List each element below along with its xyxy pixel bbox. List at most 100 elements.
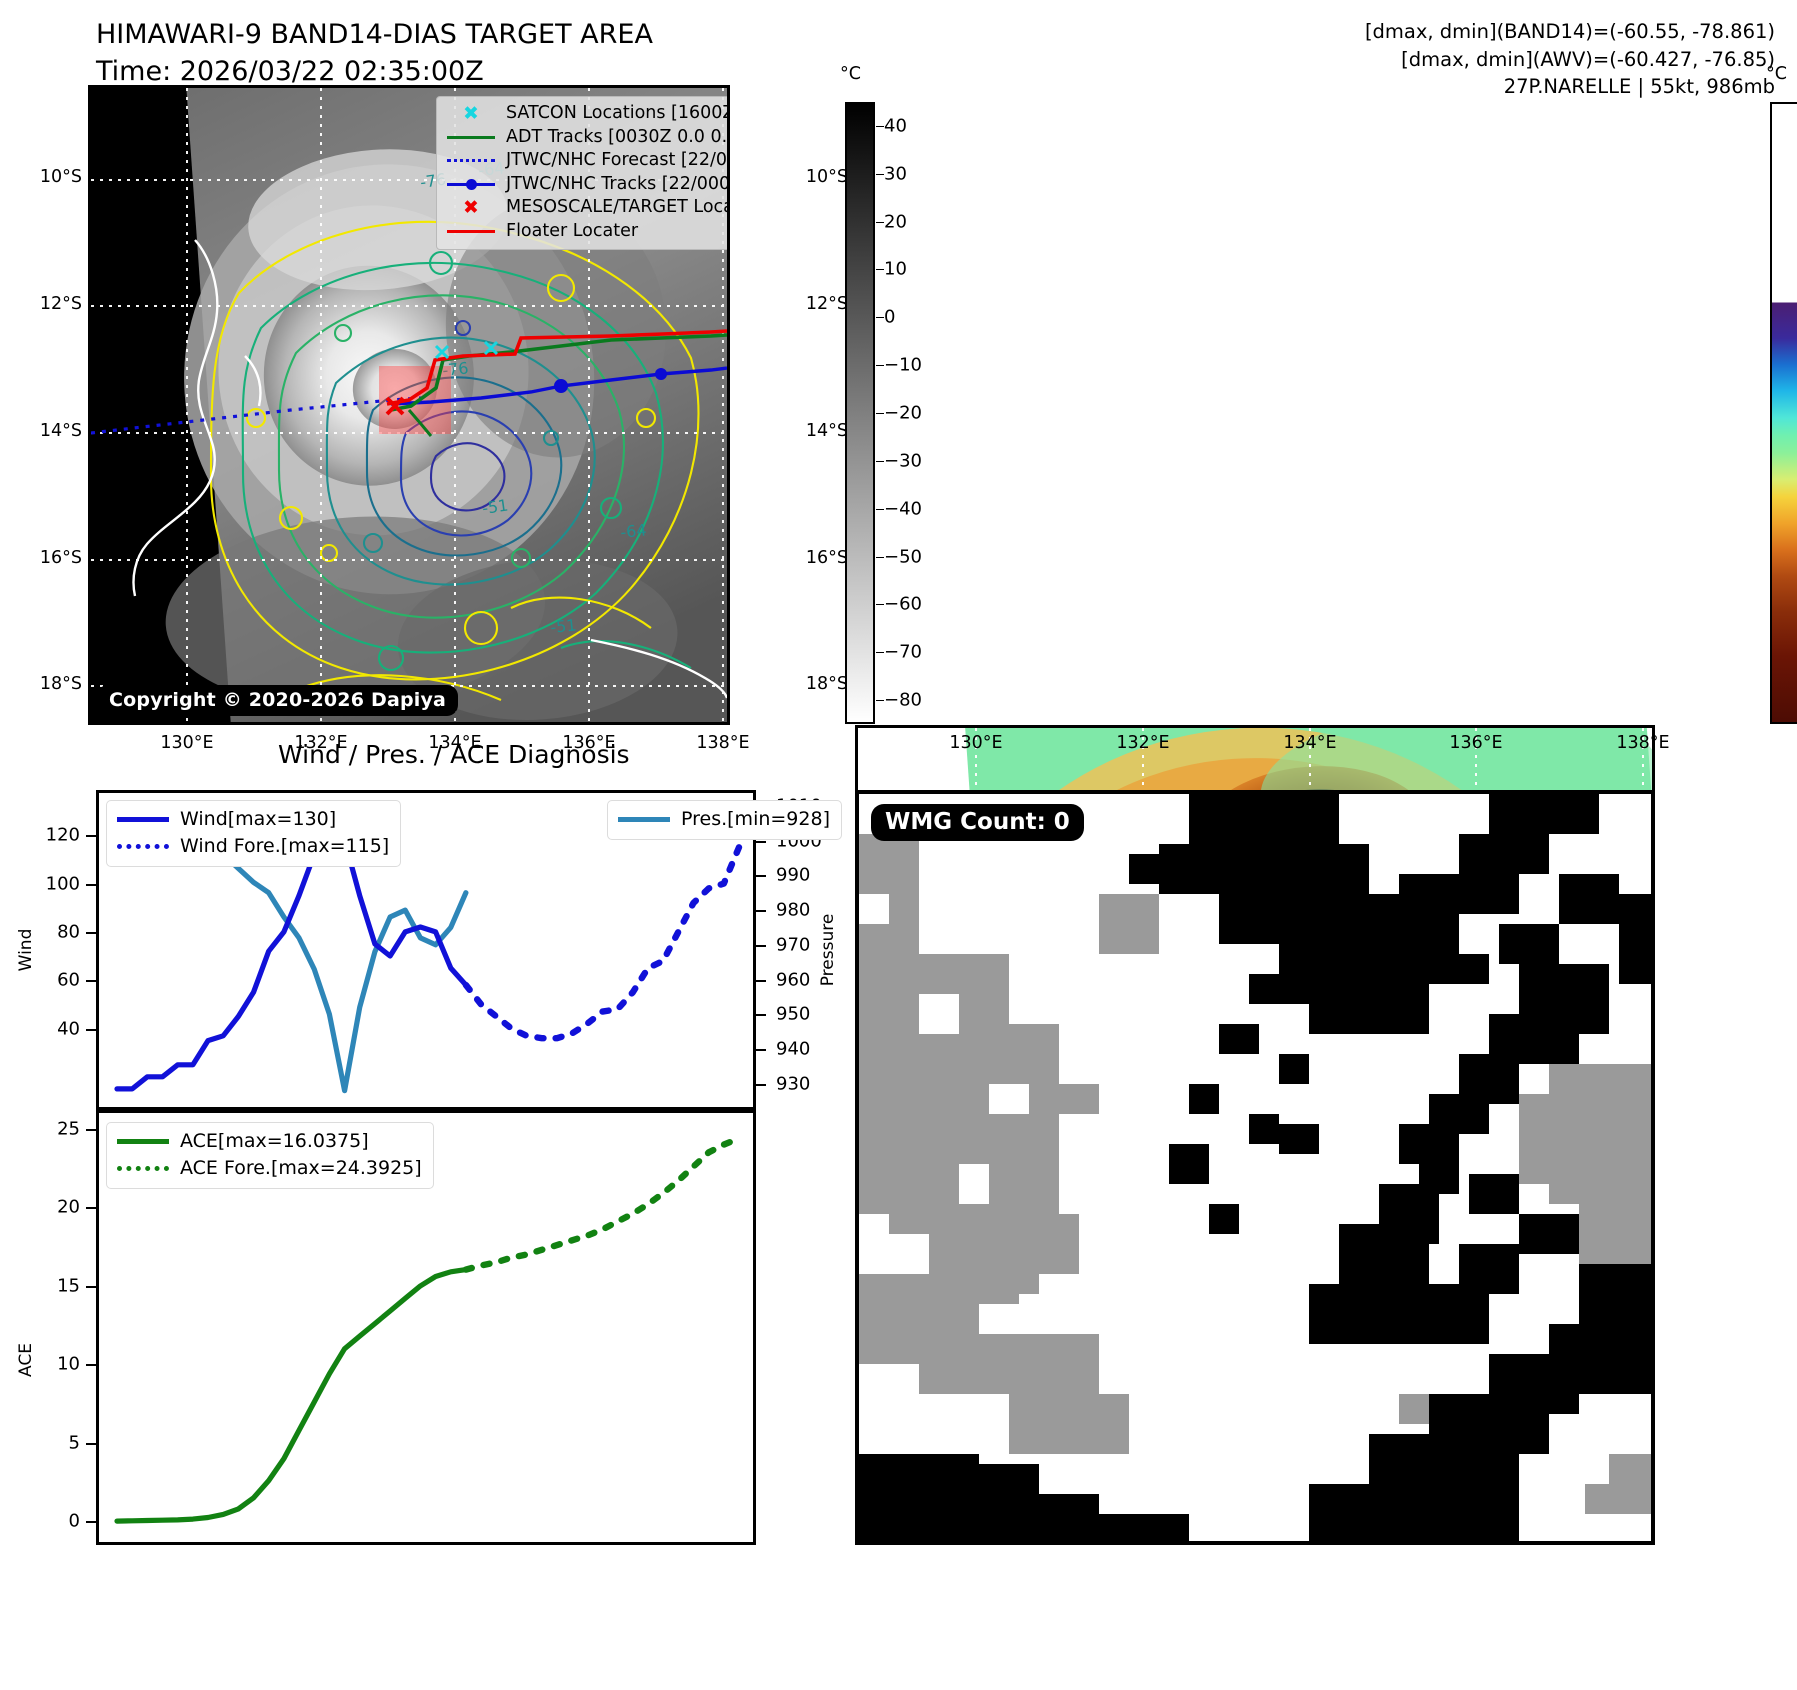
wind-axis-label: Wind <box>16 928 36 972</box>
ir-ytick-3: 16°S <box>39 548 82 568</box>
awv-xtick-4: 138°E <box>1616 733 1670 753</box>
jtwc-forecast-dotted-line-icon <box>444 151 498 171</box>
ir-satellite-map[interactable]: -76 -64 -76 -51 -64 -51 <box>88 85 730 725</box>
awv-ytick-1: 12°S <box>805 294 848 314</box>
wind-ytick-mark-0 <box>86 1028 96 1031</box>
legend-label-jtwc-tracks: JTWC/NHC Tracks [22/0000Z] <box>506 173 730 194</box>
ir-ytick-4: 18°S <box>39 674 82 694</box>
wmg-panel[interactable]: WMG Count: 0 <box>855 790 1655 1545</box>
wind-ytick-label-4: 120 <box>45 824 80 846</box>
pressure-ytick-mark-5 <box>756 910 766 913</box>
ace-chart-legend: ACE[max=16.0375] ACE Fore.[max=24.3925] <box>106 1122 434 1189</box>
wind-ytick-mark-3 <box>86 883 96 886</box>
adt-line-icon <box>444 127 498 147</box>
page-title-line1: HIMAWARI-9 BAND14-DIAS TARGET AREA <box>96 19 653 50</box>
awv-map-x-axis: 130°E 132°E 134°E 136°E 138°E <box>855 733 1669 759</box>
cbar-ir-ticks-label-11: −70 <box>884 641 922 663</box>
legend-label-pressure: Pres.[min=928] <box>681 808 830 830</box>
ace-line <box>114 1267 469 1524</box>
wmg-bitmap <box>859 794 1651 1541</box>
wind-chart-legend: Wind[max=130] Wind Fore.[max=115] <box>106 800 402 867</box>
pressure-ytick-mark-3 <box>756 979 766 982</box>
ir-map-x-axis: 130°E 132°E 134°E 136°E 138°E <box>88 733 749 759</box>
legend-item-satcon[interactable]: ✖ SATCON Locations [1600Z 80 967] <box>444 102 730 126</box>
legend-item-mesoscale[interactable]: ✖ MESOSCALE/TARGET Location <box>444 196 730 220</box>
ace-ytick-label-5: 25 <box>57 1118 80 1140</box>
legend-label-satcon: SATCON Locations [1600Z 80 967] <box>506 103 730 123</box>
satcon-x-icon: ✖ <box>463 102 479 125</box>
legend-label-mesoscale: MESOSCALE/TARGET Location <box>506 197 730 217</box>
legend-label-ace-forecast: ACE Fore.[max=24.3925] <box>180 1157 422 1179</box>
cbar-ir-ticks-mark-6 <box>876 413 884 414</box>
ir-colorbar-unit: °C <box>840 64 861 84</box>
dmax-band14-text: [dmax, dmin](BAND14)=(-60.55, -78.861) <box>1364 20 1775 43</box>
storm-info-text: 27P.NARELLE | 55kt, 986mb <box>1503 75 1775 99</box>
legend-label-jtwc-forecast: JTWC/NHC Forecast [22/0000Z] <box>506 150 728 170</box>
jtwc-track-line-dot-icon <box>444 174 498 194</box>
pressure-ytick-label-3: 960 <box>776 969 811 990</box>
pressure-chart-legend: Pres.[min=928] <box>607 800 842 840</box>
ace-ytick-mark-5 <box>86 1128 96 1131</box>
ace-ytick-label-2: 10 <box>57 1353 80 1375</box>
legend-item-wind[interactable]: Wind[max=130] <box>115 806 389 833</box>
wind-forecast-dotted-icon <box>115 837 171 857</box>
cbar-ir-ticks-mark-3 <box>876 269 884 271</box>
pressure-ytick-label-0: 930 <box>776 1073 811 1095</box>
pressure-ytick-label-4: 970 <box>776 934 811 956</box>
ace-ytick-mark-0 <box>86 1521 96 1524</box>
cbar-ir-ticks-mark-9 <box>876 556 884 558</box>
cbar-ir-ticks-mark-4 <box>876 317 884 319</box>
cbar-ir-ticks-label-2: 20 <box>884 211 907 233</box>
ace-y-ticks: 0 5 10 15 20 25 <box>36 1110 96 1545</box>
legend-item-adt[interactable]: ADT Tracks [0030Z 0.0 0.0] <box>444 126 730 150</box>
cbar-ir-ticks-mark-11 <box>876 652 884 654</box>
legend-item-jtwc-tracks[interactable]: JTWC/NHC Tracks [22/0000Z] <box>444 173 730 197</box>
cbar-ir-ticks-mark-8 <box>876 508 884 510</box>
pressure-ytick-mark-0 <box>756 1083 766 1086</box>
pressure-y-ticks: 93094095096097098099010001010 <box>756 790 836 1110</box>
wind-line-icon <box>115 810 171 830</box>
legend-item-jtwc-forecast[interactable]: JTWC/NHC Forecast [22/0000Z] <box>444 149 728 173</box>
awv-xtick-2: 134°E <box>1283 733 1337 753</box>
ir-colorbar <box>845 102 875 724</box>
awv-ytick-4: 18°S <box>805 674 848 694</box>
legend-item-pressure[interactable]: Pres.[min=928] <box>616 806 830 833</box>
ir-xtick-4: 138°E <box>696 733 750 753</box>
cbar-ir-ticks-label-7: −30 <box>884 450 922 472</box>
cbar-ir-ticks-label-9: −50 <box>884 546 922 568</box>
cbar-ir-ticks-label-12: −80 <box>884 689 922 711</box>
pressure-ytick-label-2: 950 <box>776 1003 811 1025</box>
awv-xtick-1: 132°E <box>1116 733 1170 753</box>
ace-plot <box>114 1135 743 1524</box>
dmax-awv-text: [dmax, dmin](AWV)=(-60.427, -76.85) <box>1401 47 1775 71</box>
legend-label-adt: ADT Tracks [0030Z 0.0 0.0] <box>506 126 730 147</box>
awv-ytick-3: 16°S <box>805 548 848 568</box>
header-info: [dmax, dmin](BAND14)=(-60.55, -78.861) [… <box>1365 18 1775 101</box>
legend-item-floater[interactable]: Floater Locater <box>444 220 727 244</box>
cbar-ir-ticks-mark-12 <box>876 700 884 702</box>
cbar-ir-ticks-label-3: 10 <box>884 258 907 280</box>
page-title-line2: Time: 2026/03/22 02:35:00Z <box>96 56 484 88</box>
legend-item-ace[interactable]: ACE[max=16.0375] <box>115 1128 422 1155</box>
legend-item-wind-forecast[interactable]: Wind Fore.[max=115] <box>115 833 389 860</box>
ir-ytick-2: 14°S <box>39 421 82 441</box>
pressure-ytick-mark-1 <box>756 1048 766 1051</box>
floater-line-icon <box>444 221 498 241</box>
svg-text:-51: -51 <box>481 496 510 518</box>
pressure-ytick-mark-2 <box>756 1014 766 1017</box>
cbar-ir-ticks-label-10: −60 <box>884 593 922 615</box>
cbar-ir-ticks-mark-2 <box>876 221 884 223</box>
cbar-ir-ticks-mark-7 <box>876 460 884 462</box>
wind-pres-ace-title: Wind / Pres. / ACE Diagnosis <box>278 740 630 769</box>
svg-text:-51: -51 <box>549 615 577 637</box>
adt-track <box>390 333 727 412</box>
ace-ytick-mark-3 <box>86 1285 96 1288</box>
ace-ytick-label-3: 15 <box>57 1275 80 1297</box>
floater-locater-track <box>386 329 727 406</box>
legend-label-wind: Wind[max=130] <box>180 808 337 830</box>
ace-ytick-mark-4 <box>86 1207 96 1210</box>
awv-ytick-0: 10°S <box>805 167 848 187</box>
mesoscale-x-icon: ✖ <box>463 196 479 219</box>
jtwc-forecast-track <box>91 396 422 435</box>
legend-item-ace-forecast[interactable]: ACE Fore.[max=24.3925] <box>115 1155 422 1182</box>
